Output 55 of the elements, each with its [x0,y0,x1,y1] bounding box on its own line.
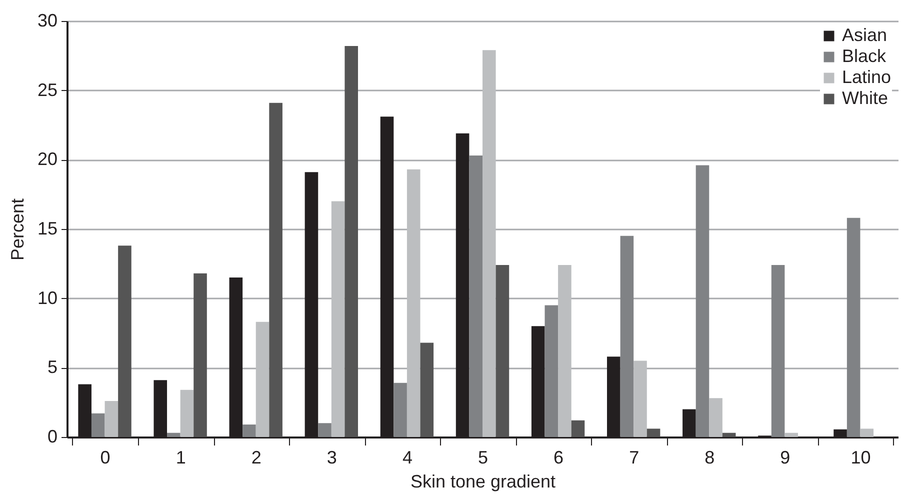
legend-label: White [842,88,888,108]
x-tick-label: 7 [629,448,640,468]
y-tick-label: 0 [47,426,58,446]
bar [91,413,105,437]
bar [318,423,332,437]
bar [194,273,207,437]
bar [344,46,358,437]
bar [256,322,270,437]
bar [846,218,860,437]
bar [646,428,660,437]
bar [544,305,558,437]
legend-label: Latino [842,67,892,87]
x-tick-label: 5 [478,448,488,468]
bar [496,265,510,437]
y-tick-label: 25 [37,80,58,100]
y-tick-label: 10 [37,288,58,308]
x-tick-label: 0 [100,448,110,468]
bar [469,156,482,437]
bar [104,400,118,437]
bar [406,169,420,437]
bar [696,165,710,437]
bar [634,360,647,437]
bar [784,432,798,437]
x-axis-title: Skin tone gradient [410,472,556,492]
bar [860,428,874,437]
y-tick-label: 15 [37,218,58,238]
x-tick-label: 2 [251,448,262,468]
bar [118,246,132,437]
y-tick-label: 5 [47,357,58,378]
y-tick-label: 30 [37,10,58,30]
bar [571,420,585,437]
x-tick-label: 6 [554,448,564,468]
bar [167,432,180,437]
bar [558,265,572,437]
bar [242,424,256,437]
y-tick-label: 20 [37,149,58,170]
bar [420,342,434,437]
bar [620,236,634,437]
legend-label: Black [842,46,888,66]
bar [394,382,407,437]
bar [269,102,282,437]
bar [482,50,496,437]
bar [180,390,194,437]
x-tick-label: 10 [850,448,871,468]
x-tick-label: 8 [704,448,715,468]
bar [722,432,736,437]
x-tick-label: 4 [402,448,412,468]
bar [331,201,345,437]
x-tick-label: 3 [326,448,337,468]
x-tick-label: 1 [176,448,186,468]
bar [709,398,722,437]
x-tick-label: 9 [780,448,790,468]
legend-label: Asian [842,25,888,45]
y-axis-title: Percent [7,198,28,261]
bar [771,265,785,437]
